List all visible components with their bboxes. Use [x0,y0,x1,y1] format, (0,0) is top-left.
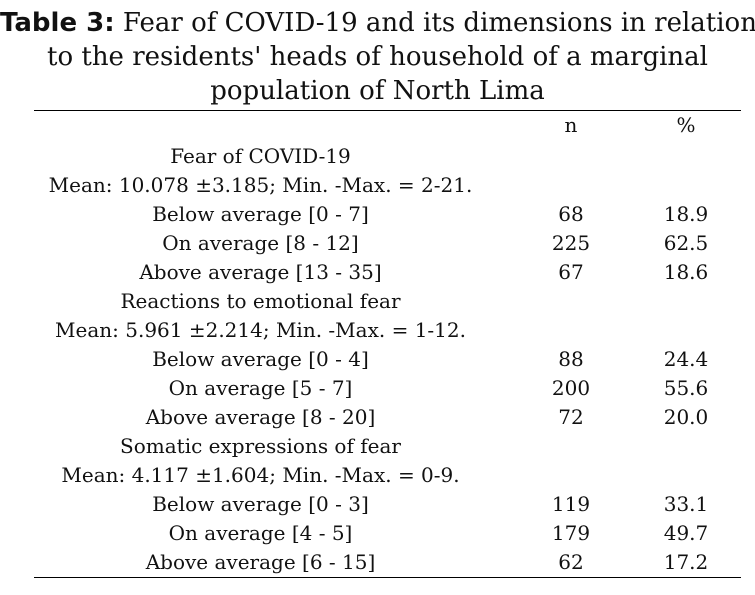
table-bottom-rule [34,577,741,578]
row-label: Mean: 10.078 ±3.185; Min. -Max. = 2-21. [48,173,473,197]
row-percent: 20.0 [663,405,709,429]
row-label: Above average [13 - 35] [139,260,382,284]
row-label: On average [8 - 12] [162,231,359,255]
row-percent: 33.1 [663,492,709,516]
row-n: 225 [551,231,591,255]
row-n: 68 [558,202,584,226]
row-label: On average [5 - 7] [168,376,353,400]
header-cell-n: n [564,113,578,137]
table-row: Mean: 10.078 ±3.185; Min. -Max. = 2-21. [0,171,755,200]
caption-line: Table 3: Fear of COVID-19 and its dimens… [0,6,755,40]
row-n: 88 [558,347,584,371]
row-percent: 17.2 [663,550,709,574]
row-label: Somatic expressions of fear [120,434,401,458]
row-n: 119 [551,492,591,516]
row-label: Below average [0 - 3] [152,492,369,516]
table-row: Reactions to emotional fear [0,287,755,316]
table-row: Somatic expressions of fear [0,432,755,461]
row-n: 67 [558,260,584,284]
row-label: Below average [0 - 4] [152,347,369,371]
table-caption: Table 3: Fear of COVID-19 and its dimens… [0,6,755,108]
table-row: Above average [8 - 20] 72 20.0 [0,403,755,432]
table-row: Mean: 4.117 ±1.604; Min. -Max. = 0-9. [0,461,755,490]
row-n: 179 [551,521,591,545]
row-percent: 24.4 [663,347,709,371]
row-label: Above average [6 - 15] [145,550,376,574]
row-percent: 55.6 [663,376,709,400]
caption-text: Fear of COVID-19 and its dimensions in r… [114,8,755,38]
row-percent: 49.7 [663,521,709,545]
row-percent: 18.6 [663,260,709,284]
table-top-rule [34,110,741,111]
row-label: Reactions to emotional fear [120,289,401,313]
table-row: Below average [0 - 3] 119 33.1 [0,490,755,519]
row-label: Above average [8 - 20] [145,405,376,429]
row-percent: 62.5 [663,231,709,255]
row-percent: 18.9 [663,202,709,226]
table-row: Above average [13 - 35] 67 18.6 [0,258,755,287]
caption-line: to the residents' heads of household of … [47,42,708,72]
table-row: Mean: 5.961 ±2.214; Min. -Max. = 1-12. [0,316,755,345]
table-row: On average [8 - 12] 225 62.5 [0,229,755,258]
row-label: On average [4 - 5] [168,521,353,545]
table-row: Above average [6 - 15] 62 17.2 [0,548,755,577]
header-cell-percent: % [676,113,696,137]
table-label: Table 3: [0,8,115,38]
row-label: Below average [0 - 7] [152,202,369,226]
table-header-row: n % [0,111,755,140]
row-n: 72 [558,405,584,429]
table-row: Fear of COVID-19 [0,142,755,171]
table-row: Below average [0 - 4] 88 24.4 [0,345,755,374]
table-row: On average [5 - 7] 200 55.6 [0,374,755,403]
row-n: 62 [558,550,584,574]
row-label: Fear of COVID-19 [170,144,351,168]
caption-line: population of North Lima [210,76,545,106]
row-label: Mean: 4.117 ±1.604; Min. -Max. = 0-9. [61,463,460,487]
row-label: Mean: 5.961 ±2.214; Min. -Max. = 1-12. [55,318,466,342]
table-row: Below average [0 - 7] 68 18.9 [0,200,755,229]
table-row: On average [4 - 5] 179 49.7 [0,519,755,548]
row-n: 200 [551,376,591,400]
